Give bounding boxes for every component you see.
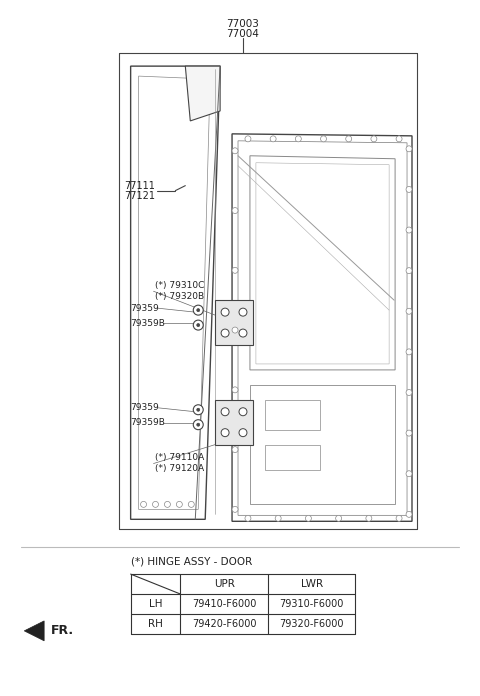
Circle shape: [221, 408, 229, 416]
Circle shape: [366, 515, 372, 521]
Circle shape: [239, 408, 247, 416]
Circle shape: [221, 329, 229, 337]
Circle shape: [153, 501, 158, 507]
Text: 79320-F6000: 79320-F6000: [279, 619, 344, 629]
Circle shape: [232, 148, 238, 154]
Circle shape: [232, 387, 238, 393]
Circle shape: [197, 409, 200, 411]
Circle shape: [239, 308, 247, 316]
Circle shape: [221, 429, 229, 436]
Circle shape: [193, 320, 203, 330]
Circle shape: [396, 515, 402, 521]
Text: (*) 79120A: (*) 79120A: [156, 464, 204, 473]
Text: 79420-F6000: 79420-F6000: [192, 619, 256, 629]
Text: 77121: 77121: [125, 191, 156, 200]
Circle shape: [406, 349, 412, 355]
Polygon shape: [265, 400, 320, 429]
Polygon shape: [215, 300, 253, 345]
Polygon shape: [131, 66, 220, 519]
Circle shape: [193, 305, 203, 315]
Polygon shape: [24, 621, 44, 641]
Circle shape: [141, 501, 146, 507]
Circle shape: [232, 207, 238, 214]
Circle shape: [406, 308, 412, 315]
Circle shape: [165, 501, 170, 507]
Polygon shape: [185, 66, 220, 121]
Text: 77003: 77003: [227, 19, 259, 29]
Circle shape: [239, 329, 247, 337]
Circle shape: [245, 136, 251, 142]
Circle shape: [396, 136, 402, 142]
Text: (*) 79320B: (*) 79320B: [156, 292, 204, 301]
Circle shape: [232, 507, 238, 512]
Circle shape: [406, 390, 412, 395]
Circle shape: [321, 136, 326, 142]
Circle shape: [193, 420, 203, 429]
Text: (*) 79110A: (*) 79110A: [156, 453, 205, 462]
Circle shape: [197, 308, 200, 312]
Polygon shape: [265, 445, 320, 470]
Circle shape: [406, 145, 412, 152]
Text: 77004: 77004: [227, 29, 259, 39]
Circle shape: [295, 136, 301, 142]
Text: 79359B: 79359B: [131, 319, 166, 328]
Circle shape: [232, 327, 238, 333]
Text: 79310-F6000: 79310-F6000: [279, 599, 344, 609]
Circle shape: [305, 515, 312, 521]
Text: FR.: FR.: [51, 624, 74, 638]
Text: 79410-F6000: 79410-F6000: [192, 599, 256, 609]
Circle shape: [176, 501, 182, 507]
Circle shape: [221, 308, 229, 316]
Circle shape: [270, 136, 276, 142]
Text: LH: LH: [149, 599, 162, 609]
Text: LWR: LWR: [300, 579, 323, 589]
Circle shape: [232, 447, 238, 452]
Circle shape: [406, 512, 412, 517]
Text: (*) 79310C: (*) 79310C: [156, 280, 205, 290]
Circle shape: [406, 187, 412, 192]
Circle shape: [336, 515, 342, 521]
Circle shape: [406, 227, 412, 233]
Text: UPR: UPR: [214, 579, 235, 589]
Circle shape: [188, 501, 194, 507]
Circle shape: [197, 423, 200, 426]
Polygon shape: [232, 134, 412, 521]
Circle shape: [245, 515, 251, 521]
Circle shape: [406, 470, 412, 477]
Polygon shape: [215, 400, 253, 445]
Circle shape: [346, 136, 352, 142]
Circle shape: [197, 324, 200, 326]
Circle shape: [239, 429, 247, 436]
Text: 79359: 79359: [131, 303, 159, 313]
Circle shape: [232, 267, 238, 274]
Text: RH: RH: [148, 619, 163, 629]
Circle shape: [406, 430, 412, 436]
Text: 79359B: 79359B: [131, 418, 166, 427]
Text: 79359: 79359: [131, 403, 159, 412]
Circle shape: [371, 136, 377, 142]
Circle shape: [193, 405, 203, 415]
Circle shape: [275, 515, 281, 521]
Text: 77111: 77111: [125, 181, 156, 191]
Circle shape: [406, 268, 412, 274]
Text: (*) HINGE ASSY - DOOR: (*) HINGE ASSY - DOOR: [131, 556, 252, 566]
